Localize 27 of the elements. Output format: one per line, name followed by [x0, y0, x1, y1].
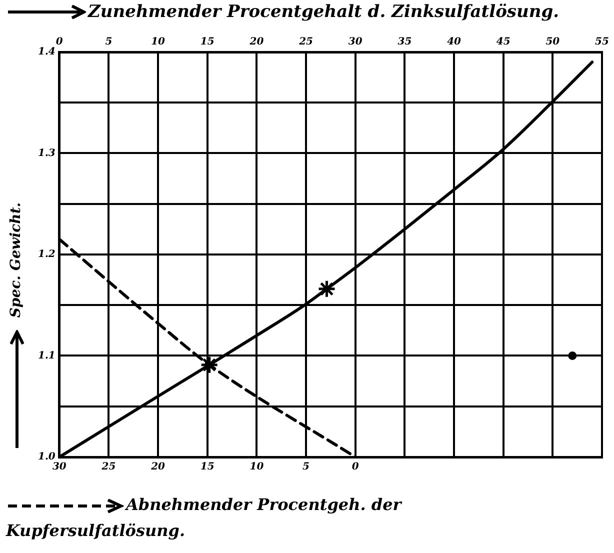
y-tick-label: 1.3	[38, 148, 56, 159]
x2-tick-label: 40	[447, 36, 462, 48]
x-tick-label: 30	[52, 462, 66, 473]
x2-tick-label: 50	[546, 36, 560, 48]
x-tick-label: 0	[352, 462, 359, 473]
x2-tick-label: 5	[105, 36, 112, 48]
x-tick-label: 25	[100, 462, 116, 473]
y-axis-title: Spec. Gewicht.	[8, 202, 24, 318]
y-tick-label: 1.0	[38, 452, 56, 463]
x2-tick-label: 0	[56, 36, 63, 48]
x2-tick-label: 10	[151, 36, 166, 48]
x-tick-label: 15	[200, 462, 214, 473]
x2-tick-label: 55	[595, 36, 609, 48]
y-tick-label: 1.2	[38, 249, 56, 260]
x2-tick-label: 20	[248, 36, 264, 48]
x-tick-label: 10	[250, 462, 264, 473]
y-tick-label: 1.1	[38, 350, 56, 362]
x-tick-label: 20	[150, 462, 166, 473]
x2-tick-label: 35	[398, 36, 412, 48]
x2-tick-label: 30	[348, 36, 362, 48]
x2-tick-label: 25	[298, 36, 314, 48]
x2-axis-title: Zunehmender Procentgehalt d. Zinksulfatlösung.	[88, 2, 560, 22]
y-tick-label: 1.4	[38, 46, 56, 58]
x2-tick-label: 45	[496, 36, 510, 48]
x-tick-label: 5	[302, 462, 310, 473]
x2-tick-label: 15	[200, 36, 214, 48]
x-axis-title: Abnehmender Procentgeh. der Kupfersulfatlösung.	[6, 495, 402, 540]
